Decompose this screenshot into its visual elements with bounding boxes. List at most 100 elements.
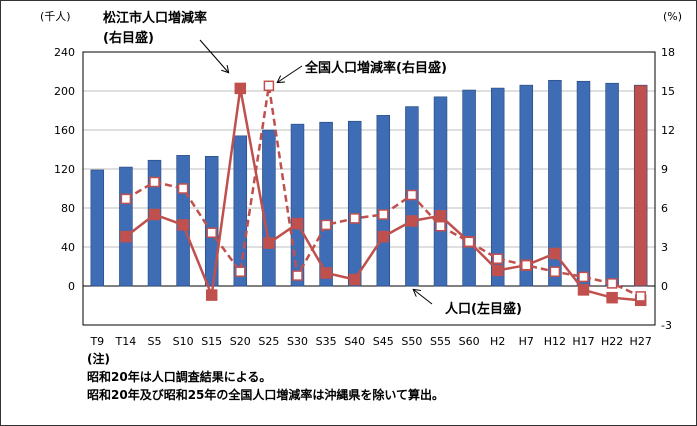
- population-bar-S45: [376, 115, 391, 287]
- category-label-S35: S35: [316, 335, 337, 348]
- category-label-S60: S60: [459, 335, 480, 348]
- note-line-2: 昭和20年及び昭和25年の全国人口増減率は沖縄県を除いて算出。: [87, 388, 445, 402]
- category-label-S25: S25: [258, 335, 279, 348]
- national-rate-point-S5: [149, 176, 160, 188]
- category-label-T14: T14: [115, 335, 137, 348]
- matsue-rate-point-H22: [606, 291, 618, 304]
- national-rate-point-S40: [349, 213, 360, 224]
- national-rate-point-S50: [406, 189, 418, 201]
- national-rate-point-S30: [292, 270, 303, 281]
- category-label-S30: S30: [287, 335, 308, 348]
- national-rate-pointer-arrow: [278, 65, 303, 82]
- population-bar-S40: [347, 120, 362, 287]
- left-tick-label-5: 200: [54, 85, 75, 98]
- right-tick-label-4: 9: [661, 163, 668, 176]
- left-tick-label-0: 0: [68, 280, 75, 293]
- category-label-H12: H12: [544, 335, 566, 348]
- population-bar-S25: [262, 129, 276, 287]
- national-rate-point-H12: [549, 266, 561, 277]
- population-pointer-arrow: [414, 290, 433, 305]
- national-rate-point-S25: [263, 80, 275, 92]
- national-rate-point-H27: [635, 291, 646, 302]
- right-tick-label-1: 0: [661, 280, 668, 293]
- national-rate-point-S60: [463, 236, 475, 248]
- matsue-rate-point-S25: [263, 237, 275, 249]
- population-bar-S60: [462, 89, 476, 287]
- category-label-H27: H27: [630, 335, 652, 348]
- category-label-S10: S10: [173, 335, 194, 348]
- matsue-rate-point-H12: [549, 247, 561, 260]
- left-tick-label-1: 40: [61, 241, 75, 254]
- national-rate-point-H7: [521, 259, 532, 271]
- matsue-rate-point-S20: [234, 82, 247, 95]
- population-bar-T9: [90, 169, 105, 287]
- category-label-S20: S20: [230, 335, 251, 348]
- category-label-S55: S55: [430, 335, 451, 348]
- population-bar-H27: [633, 84, 648, 287]
- population-bar-T14: [119, 166, 133, 287]
- right-tick-label-7: 18: [661, 46, 675, 59]
- national-rate-point-H2: [492, 253, 503, 264]
- national-rate-point-H17: [578, 271, 589, 283]
- matsue-rate-point-S50: [406, 215, 418, 227]
- matsue-rate-point-S30: [291, 217, 304, 230]
- national-rate-point-S10: [177, 183, 189, 194]
- right-tick-label-2: 3: [661, 241, 668, 254]
- population-label: 人口(左目盛): [445, 301, 522, 317]
- national-rate-point-S45: [378, 209, 389, 220]
- category-label-H7: H7: [519, 335, 534, 348]
- category-label-H2: H2: [490, 335, 505, 348]
- left-tick-label-3: 120: [54, 163, 75, 176]
- matsue-rate-point-S5: [148, 208, 161, 221]
- right-tick-label-6: 15: [661, 85, 675, 98]
- plot-area-border: [82, 51, 656, 326]
- right-tick-label-0: -3: [661, 319, 672, 332]
- note-line-1: 昭和20年は人口調査結果による。: [87, 370, 272, 384]
- population-bar-H7: [519, 84, 534, 287]
- right-tick-label-3: 6: [661, 202, 668, 215]
- matsue-rate-point-S10: [177, 219, 189, 231]
- matsue-rate-label-line2: (右目盛): [103, 30, 154, 46]
- national-rate-point-T14: [120, 193, 132, 205]
- national-rate-label: 全国人口増減率(右目盛): [304, 60, 447, 76]
- matsue-rate-pointer-arrow: [199, 39, 228, 72]
- matsue-rate-point-S45: [377, 230, 390, 243]
- category-label-S50: S50: [401, 335, 422, 348]
- matsue-rate-label-line1: 松江市人口増減率: [103, 10, 207, 26]
- matsue-rate-point-H17: [577, 284, 590, 296]
- note-title: (注): [87, 352, 110, 366]
- category-label-T9: T9: [89, 335, 104, 348]
- left-axis-unit: (千人): [40, 10, 71, 23]
- population-bar-H22: [605, 82, 619, 287]
- right-axis-unit: (%): [663, 10, 682, 23]
- left-tick-label-6: 240: [54, 46, 75, 59]
- category-label-S15: S15: [201, 335, 222, 348]
- population-bar-H17: [576, 80, 591, 287]
- matsue-rate-point-S40: [348, 273, 361, 286]
- national-rate-point-S15: [206, 227, 217, 238]
- category-label-H22: H22: [601, 335, 623, 348]
- national-rate-point-H22: [606, 278, 618, 289]
- category-label-S5: S5: [148, 335, 162, 348]
- population-bar-S35: [319, 121, 333, 287]
- national-rate-point-S35: [320, 219, 332, 231]
- population-bar-S30: [290, 123, 305, 287]
- category-label-S45: S45: [373, 335, 394, 348]
- left-tick-label-2: 80: [61, 202, 75, 215]
- matsue-rate-point-T14: [120, 230, 132, 243]
- matsue-rate-point-S55: [434, 210, 447, 222]
- category-label-H17: H17: [572, 335, 594, 348]
- right-tick-label-5: 12: [661, 124, 675, 137]
- population-bar-S55: [433, 96, 448, 287]
- population-bar-H2: [490, 87, 505, 287]
- population-bar-S5: [147, 159, 162, 287]
- national-rate-point-S20: [235, 266, 246, 277]
- matsue-rate-point-S35: [320, 267, 332, 279]
- matsue-rate-point-H2: [491, 264, 504, 277]
- category-label-S40: S40: [344, 335, 365, 348]
- population-bar-H12: [548, 79, 562, 287]
- left-tick-label-4: 160: [54, 124, 75, 137]
- matsue-rate-point-S15: [205, 289, 218, 301]
- national-rate-point-S55: [435, 220, 446, 232]
